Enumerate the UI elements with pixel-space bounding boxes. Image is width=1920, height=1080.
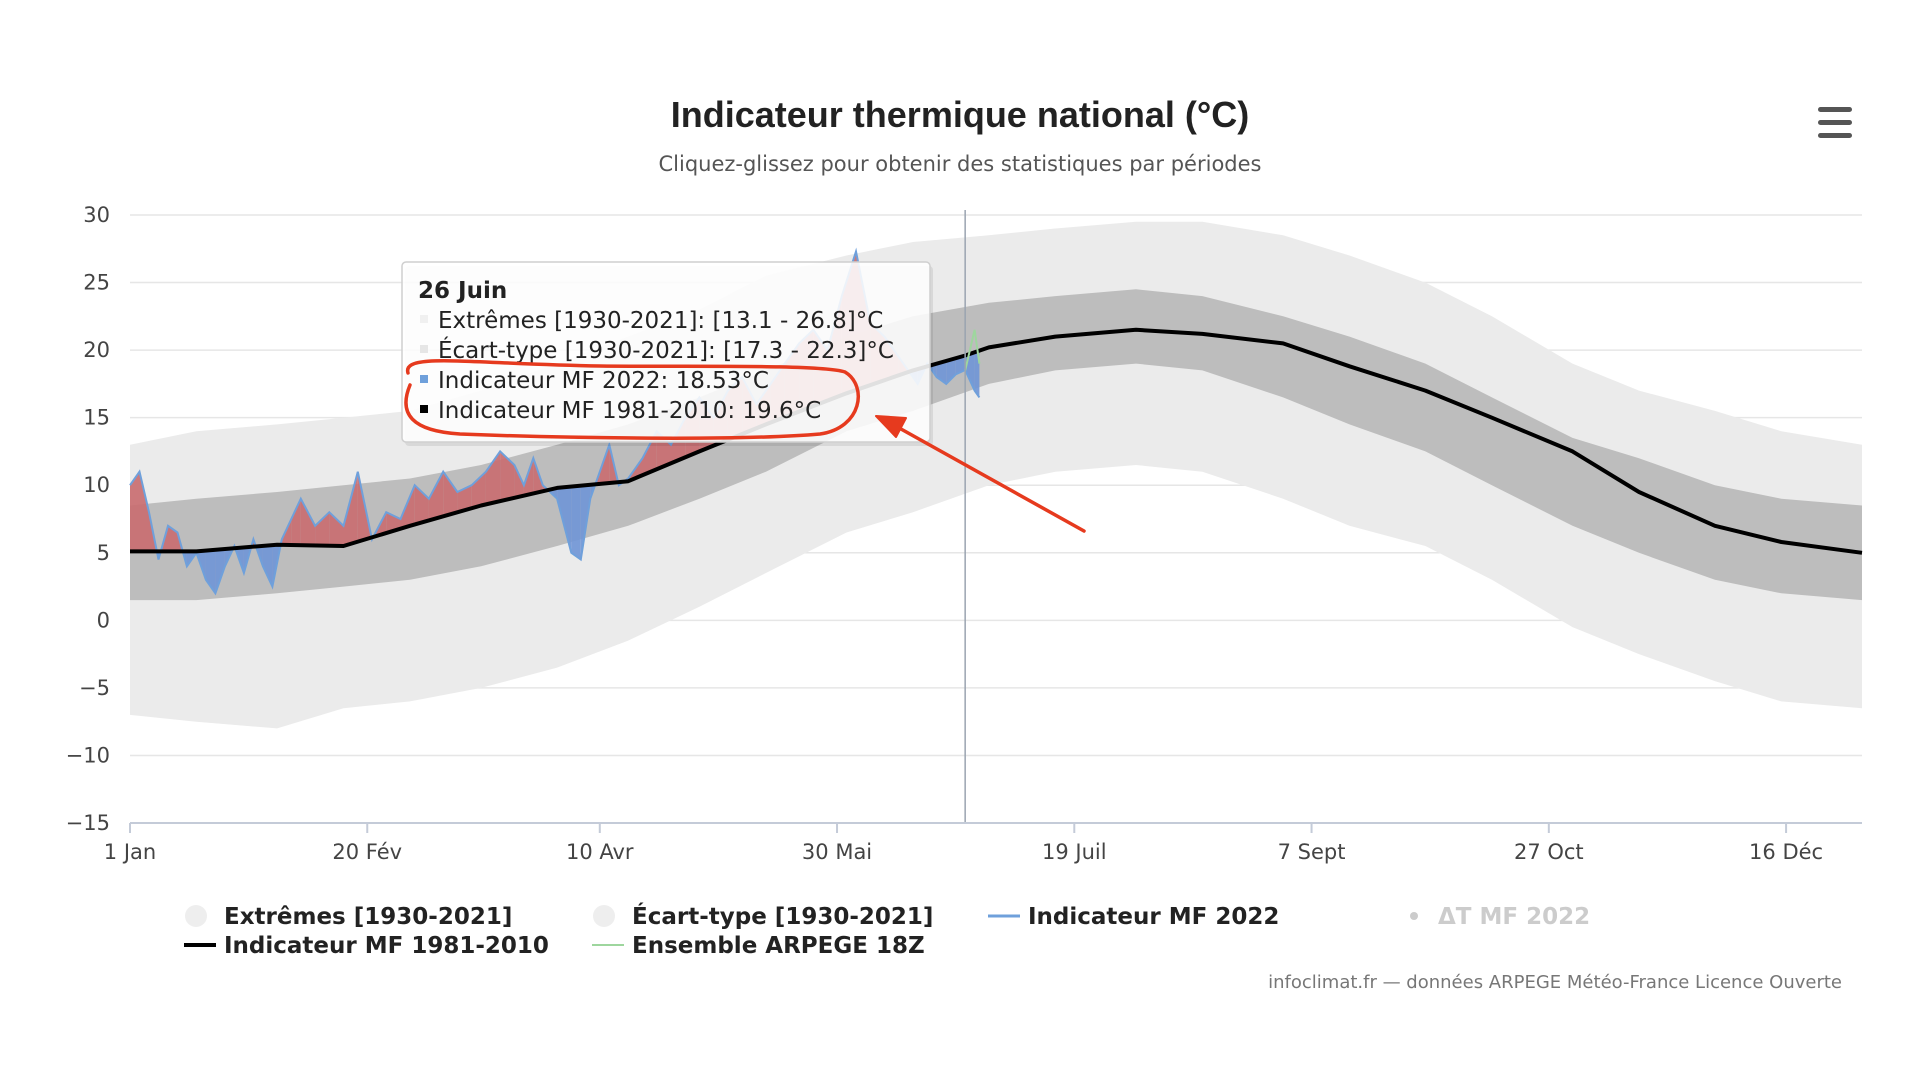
- annotation-ellipse: [404, 359, 860, 440]
- cold-anomaly-fill: [262, 545, 273, 587]
- legend-label: Extrêmes [1930-2021]: [224, 904, 512, 930]
- tooltip-marker: [420, 405, 428, 413]
- mf-2022-line[interactable]: [129, 247, 981, 596]
- x-tick-label: 30 Mai: [802, 840, 872, 864]
- chart-title: Indicateur thermique national (°C): [671, 94, 1249, 135]
- tooltip-line: Écart-type [1930-2021]: [17.3 - 22.3]°C: [438, 336, 894, 364]
- tooltip-line: Indicateur MF 2022: 18.53°C: [438, 368, 769, 394]
- cold-anomaly-fill: [974, 350, 980, 398]
- y-tick-label: 0: [97, 608, 110, 632]
- legend-symbol: [593, 905, 615, 927]
- y-tick-label: −10: [66, 743, 110, 767]
- tooltip-marker: [420, 345, 428, 353]
- y-tick-label: 5: [97, 541, 110, 565]
- warm-anomaly-fill: [291, 498, 301, 546]
- legend-item[interactable]: ΔT MF 2022: [1410, 904, 1590, 930]
- x-tick-label: 27 Oct: [1514, 840, 1584, 864]
- extremes-band[interactable]: [130, 221, 1862, 729]
- y-tick-label: 15: [83, 406, 110, 430]
- legend-symbol: [185, 905, 207, 927]
- legend-item[interactable]: Écart-type [1930-2021]: [593, 902, 933, 930]
- y-tick-label: 25: [83, 271, 110, 295]
- y-tick-label: 20: [83, 338, 110, 362]
- tooltip-box: [401, 261, 931, 443]
- legend-label: Ensemble ARPEGE 18Z: [632, 933, 925, 959]
- y-tick-label: −15: [66, 811, 110, 835]
- cold-anomaly-fill: [571, 485, 581, 560]
- legend-symbol: [1410, 912, 1418, 920]
- arpege-ensemble-line[interactable]: [964, 329, 981, 371]
- warm-anomaly-fill: [471, 471, 486, 509]
- legend-item[interactable]: Indicateur MF 2022: [988, 904, 1279, 930]
- warm-anomaly-fill: [428, 471, 444, 521]
- cold-anomaly-fill: [955, 355, 966, 375]
- warm-anomaly-fill: [500, 451, 515, 502]
- legend[interactable]: Extrêmes [1930-2021] Écart-type [1930-202…: [184, 902, 1590, 959]
- tooltip-marker: [420, 315, 428, 323]
- plot-area[interactable]: [129, 210, 1863, 823]
- warm-anomaly-fill: [300, 498, 316, 546]
- warm-anomaly-fill: [329, 512, 344, 546]
- x-tick-label: 7 Sept: [1278, 840, 1346, 864]
- legend-label: Écart-type [1930-2021]: [632, 902, 933, 930]
- warm-anomaly-fill: [485, 451, 501, 505]
- y-tick-label: −5: [79, 676, 110, 700]
- legend-item[interactable]: Indicateur MF 1981-2010: [184, 933, 549, 959]
- annotation-arrow-shaft: [890, 422, 1086, 533]
- y-axis: 30 25 20 15 10 5 0 −5 −10 −15: [66, 203, 110, 835]
- legend-item[interactable]: Ensemble ARPEGE 18Z: [592, 933, 925, 959]
- tooltip-date: 26 Juin: [418, 278, 507, 304]
- legend-item[interactable]: Extrêmes [1930-2021]: [185, 904, 512, 930]
- tooltip-line: Extrêmes [1930-2021]: [13.1 - 26.8]°C: [438, 308, 883, 334]
- cold-anomaly-fill: [946, 358, 956, 384]
- tooltip: 26 Juin Extrêmes [1930-2021]: [13.1 - 26.…: [401, 261, 933, 446]
- warm-anomaly-fill: [414, 485, 429, 525]
- annotation-arrow-head: [875, 415, 907, 438]
- warm-anomaly-fill: [343, 471, 358, 546]
- x-tick-label: 20 Fév: [332, 840, 402, 864]
- y-tick-label: 10: [83, 473, 110, 497]
- legend-label: Indicateur MF 2022: [1028, 904, 1279, 930]
- hamburger-menu-icon[interactable]: [1818, 107, 1852, 138]
- x-tick-label: 10 Avr: [566, 840, 634, 864]
- warm-anomaly-fill: [514, 465, 524, 498]
- warm-anomaly-fill: [168, 525, 178, 552]
- warm-anomaly-fill: [315, 512, 330, 546]
- warm-anomaly-fill: [130, 471, 140, 552]
- legend-label: Indicateur MF 1981-2010: [224, 933, 549, 959]
- tooltip-marker: [420, 375, 428, 383]
- warm-anomaly-fill: [457, 485, 472, 513]
- annotation: [404, 359, 1086, 533]
- chart-subtitle: Cliquez-glissez pour obtenir des statist…: [658, 152, 1261, 176]
- x-tick-label: 19 Juil: [1042, 840, 1107, 864]
- y-tick-label: 30: [83, 203, 110, 227]
- x-tick-label: 16 Déc: [1749, 840, 1823, 864]
- warm-anomaly-fill: [443, 471, 458, 517]
- tooltip-line: Indicateur MF 1981-2010: 19.6°C: [438, 398, 821, 424]
- legend-label: ΔT MF 2022: [1438, 904, 1590, 930]
- credit-text[interactable]: infoclimat.fr — données ARPEGE Météo-Fra…: [1268, 972, 1842, 993]
- warm-anomaly-fill: [139, 471, 149, 552]
- x-axis: 1 Jan 20 Fév 10 Avr 30 Mai 19 Juil 7 Sept 27 O…: [104, 822, 1862, 864]
- x-tick-label: 1 Jan: [104, 840, 156, 864]
- cold-anomaly-fill: [215, 549, 225, 594]
- warm-anomaly-fill: [599, 444, 610, 484]
